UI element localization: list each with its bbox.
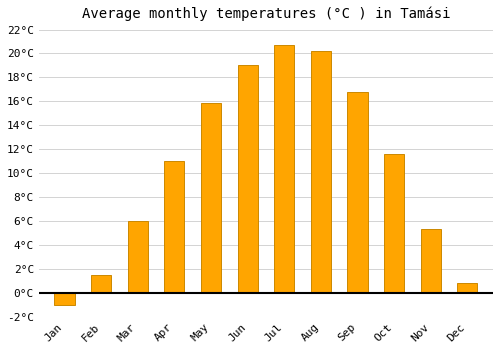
Bar — [311, 51, 331, 293]
Bar — [54, 293, 74, 305]
Bar — [128, 221, 148, 293]
Bar — [348, 92, 368, 293]
Bar — [384, 154, 404, 293]
Bar — [91, 275, 111, 293]
Bar — [201, 103, 221, 293]
Bar — [420, 230, 441, 293]
Title: Average monthly temperatures (°C ) in Tamási: Average monthly temperatures (°C ) in Ta… — [82, 7, 450, 21]
Bar — [458, 283, 477, 293]
Bar — [238, 65, 258, 293]
Bar — [164, 161, 184, 293]
Bar — [274, 45, 294, 293]
